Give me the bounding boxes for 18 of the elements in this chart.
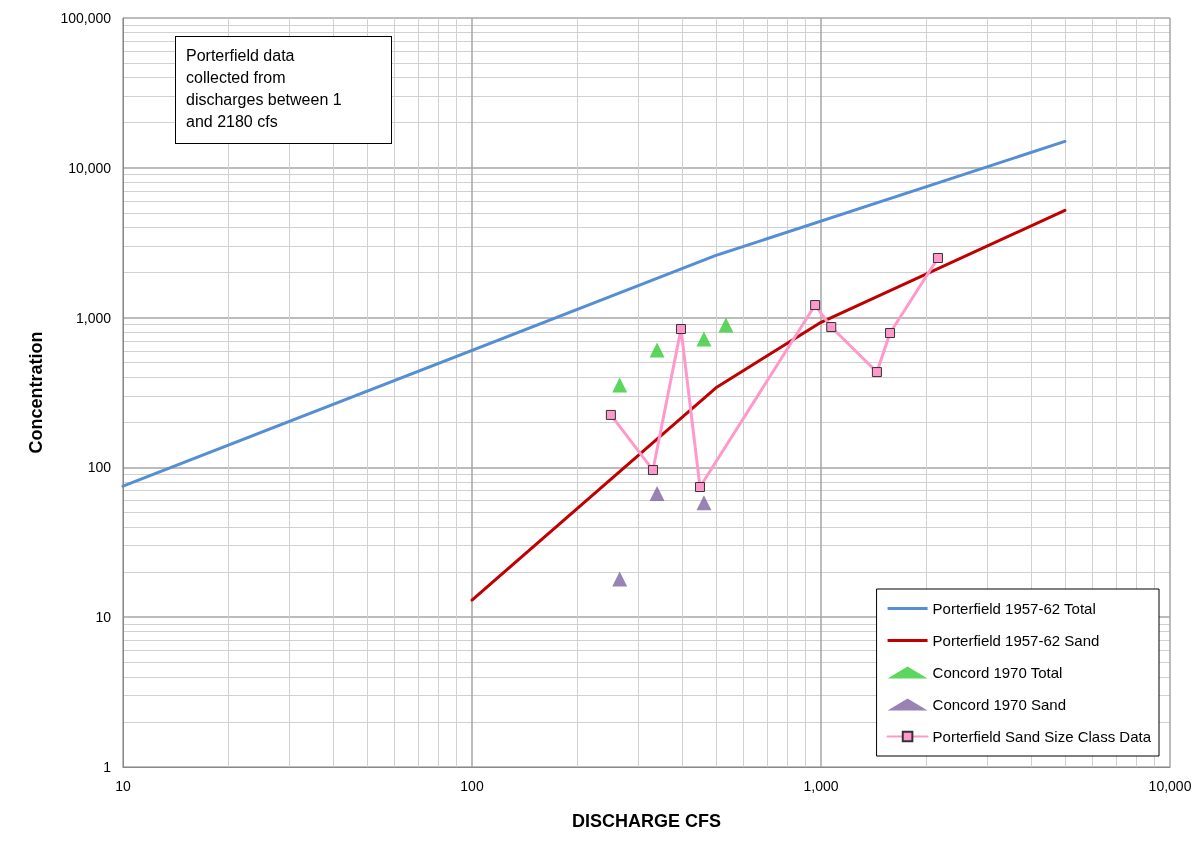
legend-label: Porterfield Sand Size Class Data	[932, 728, 1152, 745]
x-tick-label: 100	[460, 778, 484, 794]
y-tick-label: 1,000	[75, 309, 112, 326]
legend-label: Concord 1970 Total	[932, 664, 1063, 681]
y-tick-label: 10,000	[68, 159, 112, 176]
y-tick-label: 100	[87, 459, 112, 476]
x-tick-label: 10	[115, 778, 131, 794]
legend-label: Porterfield 1957-62 Total	[932, 600, 1096, 617]
legend-label: Concord 1970 Sand	[932, 696, 1066, 713]
y-axis-title: Concentration	[26, 331, 46, 454]
y-tick-label: 10	[95, 609, 112, 626]
y-tick-label: 100,000	[60, 10, 112, 26]
x-tick-label: 1,000	[803, 778, 839, 794]
x-axis-title: DISCHARGE CFS	[571, 811, 722, 831]
legend-label: Porterfield 1957-62 Sand	[932, 632, 1100, 649]
x-tick-label: 10,000	[1148, 778, 1192, 794]
note-box: Porterfield data collected from discharges between 1 and 2180 cfs	[175, 36, 392, 144]
y-tick-label: 1	[103, 759, 112, 775]
